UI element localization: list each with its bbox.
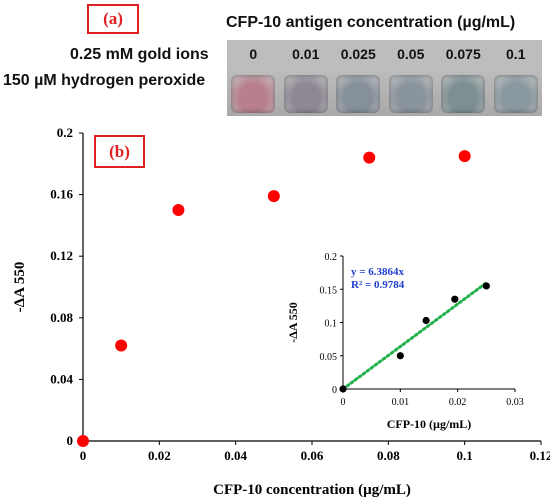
inset-data-point [482,282,490,290]
inset-x-tick-label: 0.03 [506,397,524,408]
x-tick-label: 0 [80,448,87,463]
data-point [267,190,280,203]
inset-y-axis-label: -ΔA 550 [286,302,300,343]
x-tick-label: 0.02 [148,448,171,463]
data-point [458,150,471,163]
y-tick-label: 0.08 [50,310,73,325]
y-tick-label: 0.12 [50,248,73,263]
inset-data-point [396,352,404,360]
y-tick-label: 0.16 [50,187,73,202]
panel-b-label: (b) [109,142,130,161]
x-tick-label: 0.08 [377,448,400,463]
panel-b-label-box [94,135,145,168]
data-point [363,151,376,164]
x-tick-label: 0.1 [457,448,473,463]
inset-x-tick-label: 0.02 [449,397,467,408]
x-tick-label: 0.04 [224,448,247,463]
inset-trendline [341,281,488,391]
conc-label-2: 0.025 [340,46,376,62]
well-4 [441,75,486,113]
conc-label-3: 0.05 [397,46,425,62]
x-tick-label: 0.12 [530,448,550,463]
inset-y-tick-label: 0.15 [320,285,338,296]
data-point [77,435,89,447]
inset-x-tick-label: 0 [341,397,346,408]
conc-label-4: 0.075 [445,46,481,62]
inset-data-point [339,385,347,393]
conc-label-1: 0.01 [292,46,320,62]
x-tick-label: 0.06 [301,448,324,463]
inset-annotation: R² = 0.9784 [351,279,405,291]
y-tick-label: 0 [67,433,74,448]
reagent-line-gold: 0.25 mM gold ions [70,46,209,63]
data-point [172,204,185,216]
inset-y-tick-label: 0.2 [325,252,338,263]
well-row [227,72,542,116]
well-0 [231,75,276,113]
well-1 [283,75,328,113]
panel-a-label: (a) [87,4,139,34]
inset-x-axis-label: CFP-10 (µg/mL) [387,417,472,431]
well-3 [388,75,433,113]
x-axis-label: CFP-10 concentration (µg/mL) [213,482,411,498]
well-plate-photo: 0 0.01 0.025 0.05 0.075 0.1 [227,40,542,116]
conc-label-5: 0.1 [506,46,526,62]
y-tick-label: 0.04 [50,371,73,386]
concentration-strip: 0 0.01 0.025 0.05 0.075 0.1 [227,40,542,68]
reagent-line-peroxide: 150 µM hydrogen peroxide [3,72,206,89]
inset-data-point [422,316,430,325]
conc-label-0: 0 [249,46,258,62]
data-point [115,339,128,352]
y-tick-label: 0.2 [57,125,73,140]
well-5 [493,75,538,113]
inset-y-tick-label: 0.1 [325,319,338,330]
inset-x-tick-label: 0.01 [392,397,410,408]
inset-data-point [451,295,459,303]
inset-annotation: y = 6.3864x [351,266,405,278]
inset-y-tick-label: 0 [332,385,337,396]
inset-y-tick-label: 0.05 [320,352,338,363]
y-axis-label: -ΔA 550 [12,262,28,313]
concentration-header: CFP-10 antigen concentration (µg/mL) [226,14,516,31]
well-2 [336,75,381,113]
